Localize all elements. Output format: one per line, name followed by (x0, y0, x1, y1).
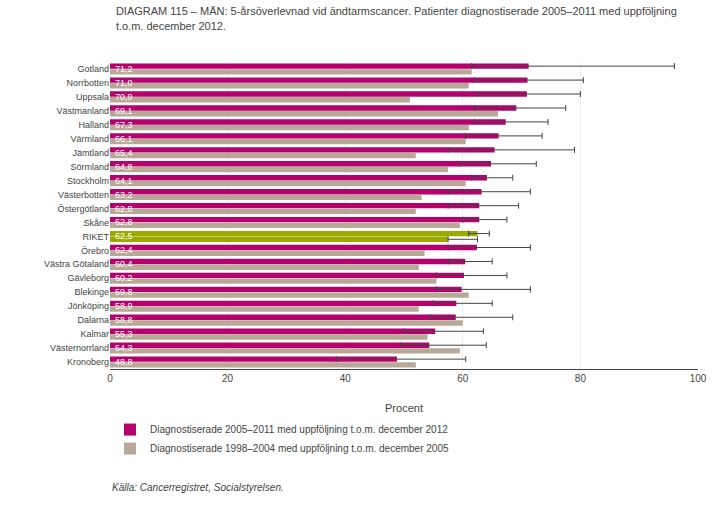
svg-text:65,4: 65,4 (115, 148, 133, 158)
svg-text:71,0: 71,0 (115, 78, 133, 88)
svg-text:Västernorrland: Västernorrland (50, 343, 109, 353)
svg-text:62,8: 62,8 (115, 204, 133, 214)
svg-text:Diagnostiserade 2005–2011 med: Diagnostiserade 2005–2011 med uppföljnin… (150, 424, 448, 435)
svg-text:58,8: 58,8 (115, 315, 133, 325)
svg-text:48,8: 48,8 (115, 357, 133, 367)
svg-text:Sörmland: Sörmland (70, 162, 109, 172)
svg-text:0: 0 (107, 373, 113, 384)
svg-text:Halland: Halland (78, 120, 109, 130)
svg-text:Östergötland: Östergötland (57, 204, 109, 214)
svg-text:Stockholm: Stockholm (67, 176, 109, 186)
svg-text:58,9: 58,9 (115, 301, 133, 311)
svg-text:40: 40 (340, 373, 352, 384)
svg-text:60,4: 60,4 (115, 259, 133, 269)
svg-text:62,4: 62,4 (115, 245, 133, 255)
svg-text:63,2: 63,2 (115, 190, 133, 200)
svg-text:62,8: 62,8 (115, 217, 133, 227)
svg-text:59,8: 59,8 (115, 287, 133, 297)
svg-text:Dalarna: Dalarna (77, 315, 109, 325)
svg-text:Uppsala: Uppsala (76, 92, 109, 102)
svg-text:Gävleborg: Gävleborg (67, 273, 109, 283)
svg-text:66,1: 66,1 (115, 134, 133, 144)
svg-text:20: 20 (222, 373, 234, 384)
svg-text:70,9: 70,9 (115, 92, 133, 102)
svg-text:Örebro: Örebro (81, 246, 109, 256)
svg-text:54,3: 54,3 (115, 343, 133, 353)
svg-text:DIAGRAM 115 – MÄN: 5-årsöverle: DIAGRAM 115 – MÄN: 5-årsöverlevnad vid ä… (116, 5, 677, 31)
svg-text:67,3: 67,3 (115, 120, 133, 130)
svg-text:60,2: 60,2 (115, 273, 133, 283)
svg-text:100: 100 (690, 373, 707, 384)
svg-text:62,5: 62,5 (115, 231, 133, 241)
svg-text:Gotland: Gotland (77, 64, 109, 74)
svg-text:71,2: 71,2 (115, 64, 133, 74)
svg-text:64,1: 64,1 (115, 176, 133, 186)
svg-text:60: 60 (457, 373, 469, 384)
svg-text:Västra Götaland: Västra Götaland (44, 259, 109, 269)
svg-text:Kalmar: Kalmar (80, 329, 109, 339)
svg-text:Procent: Procent (385, 402, 423, 414)
svg-text:Kronoberg: Kronoberg (67, 357, 109, 367)
svg-text:Jämtland: Jämtland (72, 148, 109, 158)
svg-text:Västerbotten: Västerbotten (58, 190, 109, 200)
svg-text:RIKET: RIKET (82, 232, 109, 242)
svg-text:64,8: 64,8 (115, 162, 133, 172)
svg-text:Värmland: Värmland (70, 134, 109, 144)
svg-text:Källa: Cancerregistret, Social: Källa: Cancerregistret, Socialstyrelsen. (112, 482, 284, 493)
svg-text:Skåne: Skåne (83, 218, 109, 228)
svg-text:Västmanland: Västmanland (56, 106, 109, 116)
svg-text:80: 80 (575, 373, 587, 384)
svg-text:Norrbotten: Norrbotten (66, 78, 109, 88)
svg-text:Diagnostiserade 1998–2004 med: Diagnostiserade 1998–2004 med uppföljnin… (150, 443, 449, 454)
svg-text:69,1: 69,1 (115, 106, 133, 116)
svg-text:Blekinge: Blekinge (74, 287, 109, 297)
svg-text:55,3: 55,3 (115, 329, 133, 339)
svg-text:Jönköping: Jönköping (68, 301, 109, 311)
